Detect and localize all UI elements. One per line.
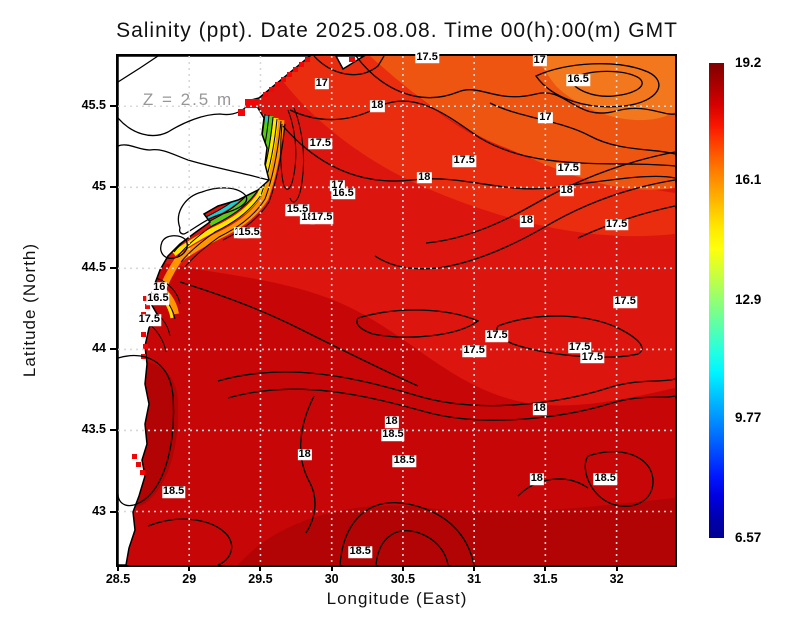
contour-label: 17 — [314, 76, 329, 90]
contour-label: 18.5 — [392, 454, 417, 468]
x-tick — [544, 565, 547, 571]
x-tick-label: 28.5 — [105, 572, 131, 586]
x-tick-label: 30.5 — [390, 572, 416, 586]
contour-label: 18.5 — [161, 485, 186, 498]
y-tick — [110, 267, 116, 270]
depth-annotation: Z = 2.5 m — [142, 90, 234, 109]
contour-label: 15.5 — [237, 225, 261, 239]
contour-label: 18 — [532, 402, 547, 416]
y-tick — [110, 429, 116, 432]
y-tick-label: 44 — [92, 341, 106, 356]
x-tick — [259, 565, 262, 571]
contour-label: 17.5 — [462, 344, 486, 357]
x-tick — [330, 565, 333, 571]
contour-label: 16.5 — [146, 292, 170, 305]
contour-label: 16 — [152, 281, 167, 294]
coastline — [118, 56, 312, 565]
contour-label: 17.5 — [556, 162, 580, 176]
contour-label: 17.5 — [567, 341, 592, 354]
colorbar-tick-label: 6.57 — [735, 530, 762, 545]
contour-label: 17.5 — [137, 313, 162, 326]
x-tick-label: 29 — [182, 572, 197, 586]
x-tick-label: 31.5 — [533, 572, 558, 586]
x-tick — [117, 565, 119, 571]
plot-area: 17.5 17 16.5 17 18 17 17.5 17.5 17.5 18 17 16.5 18 15… — [116, 51, 677, 567]
colorbar-tick-label: 19.2 — [735, 55, 762, 70]
contour-label: 17.5 — [604, 217, 629, 231]
contour-label: 18 — [417, 170, 432, 184]
contour-label: 17.5 — [308, 136, 332, 150]
contour-label: 17.5 — [580, 350, 605, 364]
contour-label: 18 — [529, 472, 544, 485]
contour-label: 17.5 — [309, 211, 334, 224]
contour-lines — [118, 56, 675, 565]
contour-label: 16.5 — [566, 73, 590, 87]
x-tick-label: 29.5 — [248, 572, 273, 586]
contour-label: 18 — [297, 447, 312, 461]
x-tick — [188, 565, 191, 571]
map-svg — [118, 56, 675, 565]
y-tick — [110, 105, 116, 108]
contour-label: 18 — [384, 415, 399, 429]
colorbar — [709, 63, 724, 538]
contour-label: 18.5 — [348, 545, 372, 558]
salinity-field — [118, 56, 675, 565]
x-axis-title: Longitude (East) — [326, 589, 468, 608]
x-tick — [473, 565, 476, 571]
contour-label: 15.5 — [285, 203, 310, 216]
colorbar-tick-label: 9.77 — [735, 409, 762, 425]
colorbar-tick-label: 12.9 — [735, 291, 762, 307]
contour-label: 18 — [370, 99, 385, 113]
contour-label: 18.5 — [593, 472, 617, 485]
x-tick-label: 30 — [324, 572, 339, 586]
x-tick — [401, 565, 404, 571]
x-tick — [615, 565, 618, 571]
coast-islet — [335, 56, 366, 71]
inland-water-outlines — [118, 56, 270, 259]
y-tick-label: 45 — [92, 179, 106, 194]
x-tick-label: 31 — [467, 572, 482, 586]
contour-label: 17 — [538, 110, 553, 124]
contour-label: 17.5 — [452, 154, 476, 168]
x-tick-label: 32 — [609, 572, 624, 586]
contour-label: 17 — [330, 178, 345, 192]
contour-label: 17.5 — [415, 50, 439, 64]
y-tick-label: 45.5 — [81, 98, 106, 113]
y-tick-label: 43.5 — [81, 422, 106, 437]
y-axis-title: Latitude (North) — [20, 242, 39, 378]
contour-label: 18 — [300, 211, 315, 224]
contour-label: 18 — [519, 214, 534, 228]
y-tick-label: 44.5 — [81, 260, 106, 275]
contour-label: 17.5 — [485, 329, 509, 343]
contour-label: 16.5 — [331, 187, 355, 200]
contour-labels-layer: 17.5 17 16.5 17 18 17 17.5 17.5 17.5 18 17 16.5 18 15… — [118, 51, 675, 565]
y-tick-label: 43 — [92, 503, 106, 518]
y-tick — [110, 348, 116, 351]
contour-label: 18 — [559, 183, 574, 197]
colorbar-tick-label: 16.1 — [735, 171, 762, 187]
y-tick — [110, 186, 116, 189]
contour-label: 18.5 — [381, 428, 405, 442]
contour-label: 17.5 — [613, 295, 637, 309]
y-tick — [110, 510, 116, 513]
chart-title: Salinity (ppt). Date 2025.08.08. Time 00… — [116, 19, 678, 42]
contour-label: 17 — [532, 54, 547, 67]
